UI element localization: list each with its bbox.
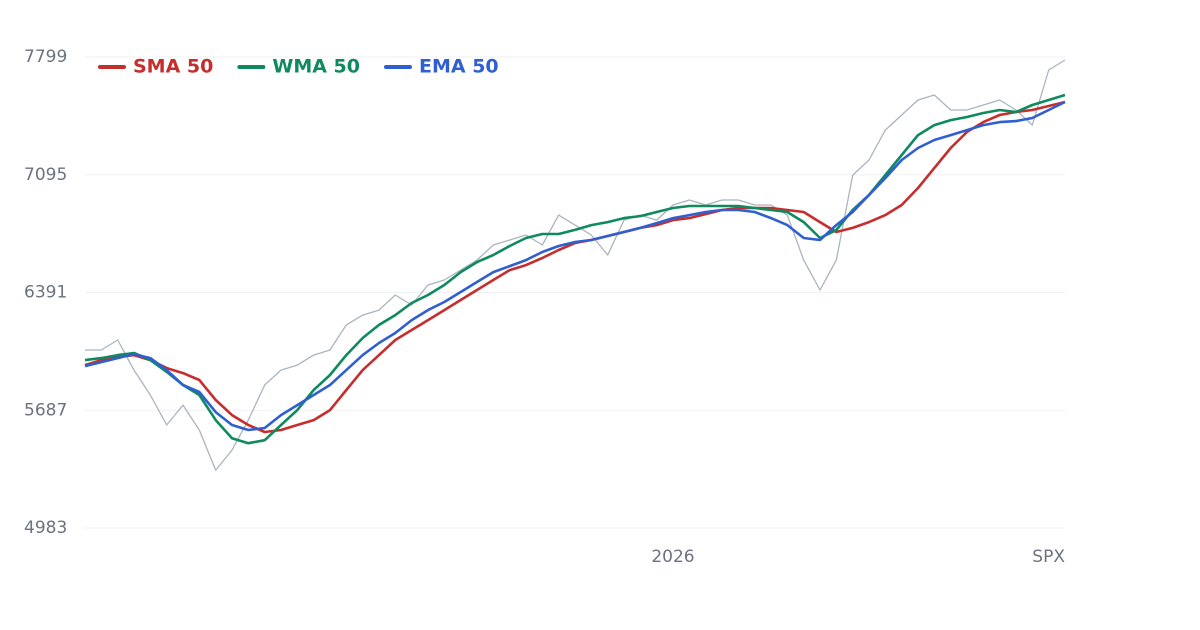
y-tick-label: 5687 [24, 400, 67, 420]
indicator-line [84, 100, 1066, 434]
legend-label: SMA 50 [133, 56, 213, 78]
legend-item: WMA 50 [237, 56, 360, 78]
y-tick-label: 7095 [24, 165, 67, 185]
indicator-line [84, 93, 1066, 445]
price-line [85, 59, 1066, 471]
y-tick-label: 4983 [24, 518, 67, 538]
legend-label: EMA 50 [419, 56, 499, 78]
x-tick-label: 2026 [651, 547, 694, 567]
y-tick-label: 7799 [24, 47, 67, 67]
legend-label: WMA 50 [272, 56, 360, 78]
x-axis-label: SPX [1032, 547, 1065, 567]
indicator-line [84, 100, 1066, 432]
legend-item: EMA 50 [383, 56, 499, 78]
legend-item: SMA 50 [98, 56, 213, 78]
y-tick-label: 6391 [24, 283, 67, 303]
